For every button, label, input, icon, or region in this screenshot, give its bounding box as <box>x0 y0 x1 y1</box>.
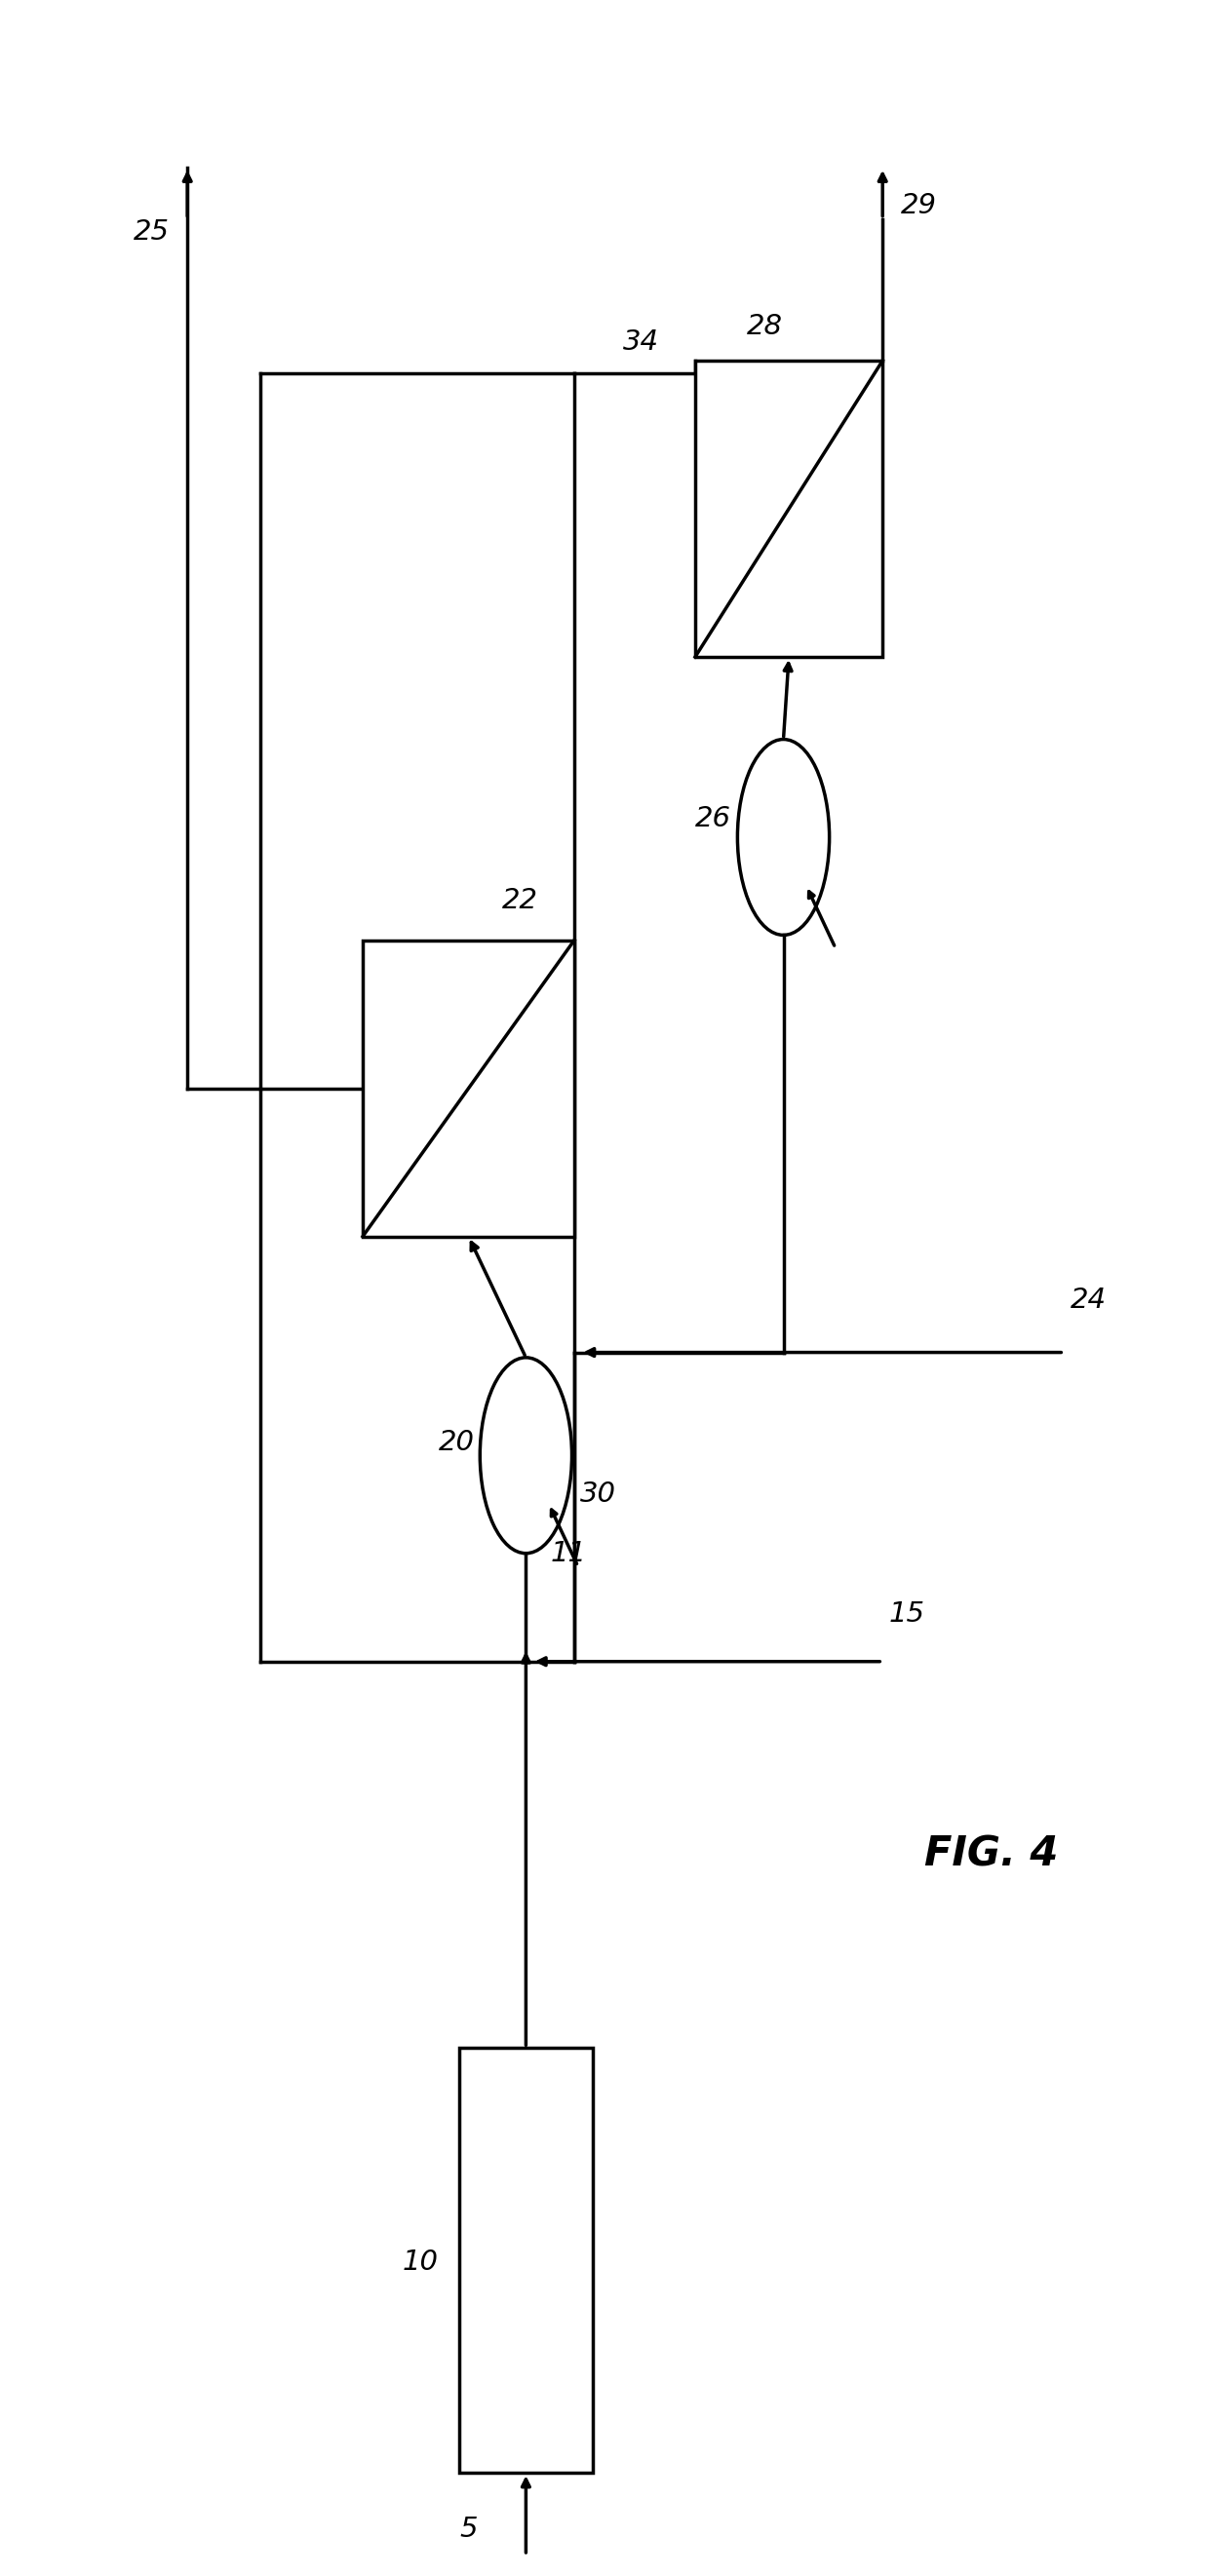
Text: 30: 30 <box>580 1481 617 1507</box>
Bar <box>363 940 574 1236</box>
Text: 10: 10 <box>403 2249 439 2275</box>
Text: 15: 15 <box>889 1600 925 1628</box>
Text: 5: 5 <box>459 2517 478 2543</box>
Text: 24: 24 <box>1070 1285 1106 1314</box>
Text: FIG. 4: FIG. 4 <box>925 1834 1058 1875</box>
Bar <box>695 361 883 657</box>
Text: 11: 11 <box>550 1540 586 1566</box>
Text: 22: 22 <box>502 886 538 914</box>
Text: 29: 29 <box>901 193 937 219</box>
Text: 34: 34 <box>623 327 659 355</box>
Text: 26: 26 <box>695 806 731 832</box>
Bar <box>459 2048 592 2473</box>
Text: 20: 20 <box>439 1430 475 1455</box>
Text: 25: 25 <box>133 219 169 245</box>
Text: 28: 28 <box>747 312 783 340</box>
